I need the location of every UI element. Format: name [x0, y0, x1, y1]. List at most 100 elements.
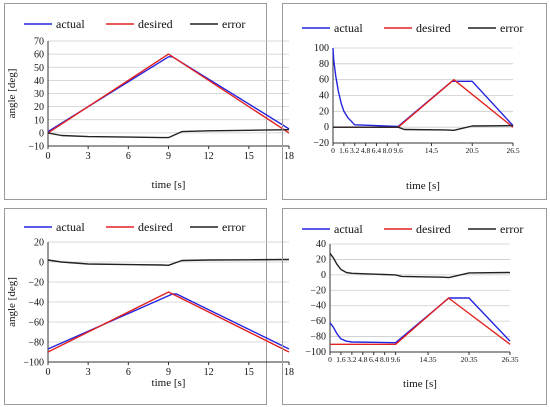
series-line-desired	[330, 297, 511, 345]
y-tick-label: 0	[321, 270, 326, 281]
x-axis-label: time [s]	[406, 180, 440, 192]
legend-label-actual: actual	[56, 220, 85, 234]
series-line-error	[329, 252, 511, 279]
series-line-actual	[47, 56, 290, 133]
x-tick-label: 0	[46, 151, 51, 162]
y-tick-label: 100	[314, 43, 329, 54]
series-line-desired	[333, 78, 514, 128]
legend-label-desired: desired	[416, 21, 451, 35]
x-tick-label: 3	[86, 367, 91, 378]
y-tick-label: −10	[28, 142, 44, 153]
x-tick-label: 4.8	[361, 146, 371, 155]
y-tick-label: −80	[310, 332, 326, 343]
chart-panel-4: −100 −80 −60 −40 −20 0 20 40 0 1.6 3.2 4.8 6.4 8.0 9.6…	[282, 208, 547, 405]
y-tick-label: 60	[34, 50, 44, 61]
y-tick-label: 20	[319, 106, 329, 117]
x-tick-label: 0	[328, 355, 332, 364]
series-line-error	[333, 124, 514, 132]
x-tick-label: 8.0	[380, 355, 390, 364]
y-tick-label: 0	[324, 122, 329, 133]
x-tick-label: 14.35	[420, 355, 437, 364]
x-tick-label: 12	[204, 151, 214, 162]
y-axis-label: angle [deg]	[6, 277, 18, 327]
x-tick-label: 20.5	[466, 146, 479, 155]
x-tick-label: 9.6	[394, 146, 404, 155]
y-tick-label: 20	[34, 238, 44, 249]
y-tick-label: 40	[316, 239, 326, 250]
y-tick-label: 20	[316, 254, 326, 265]
y-tick-label: 60	[319, 75, 329, 86]
legend-label-desired: desired	[416, 222, 451, 236]
x-tick-label: 1.6	[336, 355, 346, 364]
y-tick-label: 10	[34, 115, 44, 126]
x-tick-label: 26.5	[506, 146, 519, 155]
y-tick-label: 0	[39, 128, 44, 139]
y-tick-label: −20	[313, 138, 329, 149]
series-line-actual	[329, 297, 511, 344]
x-tick-label: 0	[331, 146, 335, 155]
x-tick-label: 3	[86, 151, 91, 162]
x-tick-label: 18	[284, 151, 294, 162]
y-tick-label: 40	[34, 76, 44, 87]
y-tick-label: −80	[28, 338, 44, 349]
x-tick-label: 4.8	[358, 355, 368, 364]
x-tick-label: 0	[46, 367, 51, 378]
legend-label-desired: desired	[138, 17, 173, 31]
x-tick-label: 1.6	[339, 146, 349, 155]
y-tick-label: 80	[319, 59, 329, 70]
x-tick-label: 12	[204, 367, 214, 378]
y-tick-label: 0	[39, 258, 44, 269]
x-tick-label: 9.6	[391, 355, 401, 364]
chart-panel-3: −100 −80 −60 −40 −20 0 20 0 3 6 9 12 15 18 time [s] ang…	[4, 208, 294, 405]
x-axis-label: time [s]	[152, 179, 186, 191]
x-tick-label: 20.35	[461, 355, 478, 364]
series-line-desired	[47, 53, 290, 134]
legend-label-error: error	[500, 21, 523, 35]
x-tick-label: 9	[166, 151, 171, 162]
panel-frame	[4, 208, 267, 405]
series-line-actual	[332, 47, 514, 128]
x-axis-label: time [s]	[403, 378, 437, 390]
legend-label-error: error	[222, 220, 245, 234]
y-tick-label: −20	[310, 285, 326, 296]
legend-label-error: error	[500, 222, 523, 236]
series-line-error	[47, 129, 290, 139]
y-tick-label: 70	[34, 37, 44, 48]
x-tick-label: 6.4	[372, 146, 382, 155]
series-line-desired	[47, 291, 290, 353]
panel-frame	[282, 3, 547, 200]
x-tick-label: 26.35	[502, 355, 519, 364]
x-tick-label: 9	[166, 367, 171, 378]
x-tick-label: 6	[126, 367, 131, 378]
y-tick-label: 30	[34, 89, 44, 100]
y-axis-label: angle [deg]	[6, 69, 18, 119]
x-tick-label: 3.2	[350, 146, 360, 155]
y-tick-label: −60	[310, 316, 326, 327]
legend-label-actual: actual	[56, 17, 85, 31]
y-tick-label: −40	[28, 298, 44, 309]
x-tick-label: 8.0	[383, 146, 393, 155]
x-tick-label: 14.5	[425, 146, 438, 155]
x-tick-label: 18	[284, 367, 294, 378]
y-tick-label: −20	[28, 278, 44, 289]
y-tick-label: 40	[319, 91, 329, 102]
y-tick-label: 20	[34, 102, 44, 113]
legend-label-error: error	[222, 17, 245, 31]
panel-frame	[4, 3, 267, 200]
series-line-error	[47, 258, 290, 266]
x-tick-label: 15	[244, 367, 254, 378]
legend-label-actual: actual	[334, 21, 363, 35]
y-tick-label: −100	[305, 347, 326, 358]
x-tick-label: 3.2	[347, 355, 357, 364]
legend-label-actual: actual	[334, 222, 363, 236]
x-tick-label: 6.4	[369, 355, 379, 364]
x-tick-label: 15	[244, 151, 254, 162]
y-tick-label: −40	[310, 301, 326, 312]
y-tick-label: 50	[34, 63, 44, 74]
y-tick-label: −100	[23, 358, 44, 369]
x-axis-label: time [s]	[152, 377, 186, 389]
legend-label-desired: desired	[138, 220, 173, 234]
